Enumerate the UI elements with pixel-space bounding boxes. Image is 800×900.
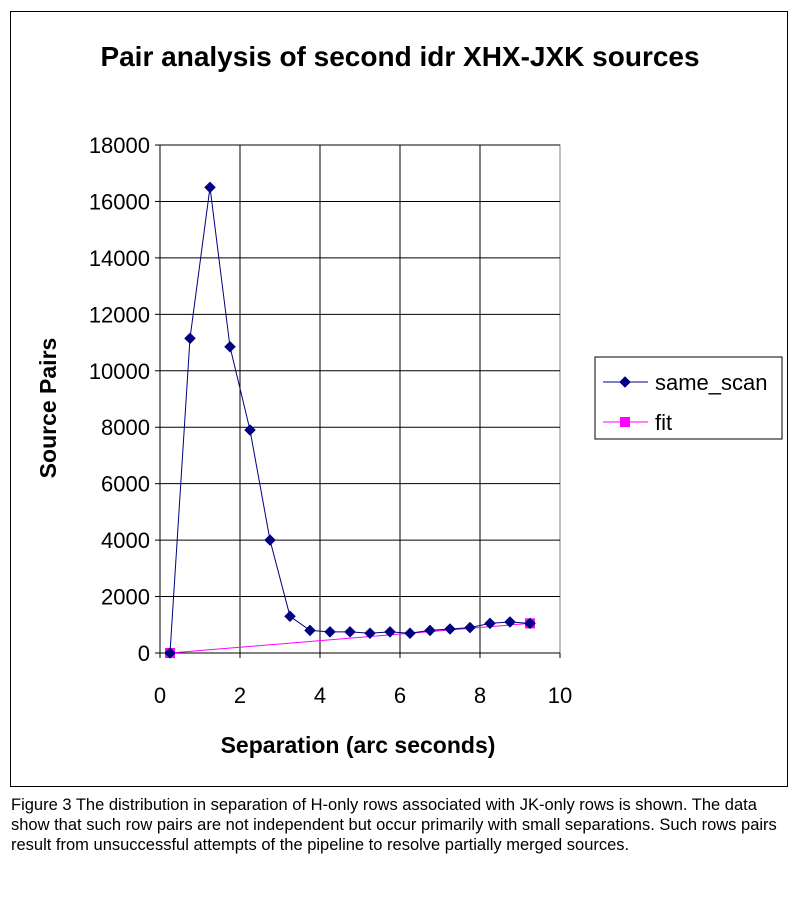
y-tick-label: 2000 (101, 585, 150, 610)
legend-label: fit (655, 410, 672, 435)
y-axis-label: Source Pairs (35, 338, 61, 479)
legend-item-same_scan: same_scan (603, 370, 768, 395)
figure-caption: Figure 3 The distribution in separation … (11, 796, 777, 854)
data-point-same_scan (344, 625, 356, 638)
x-tick-label: 6 (394, 683, 406, 708)
data-point-same_scan (324, 625, 336, 638)
y-tick-label: 8000 (101, 415, 150, 440)
y-tick-label: 14000 (89, 246, 150, 271)
y-tick-label: 4000 (101, 528, 150, 553)
data-point-same_scan (164, 647, 176, 659)
data-point-same_scan (224, 340, 236, 353)
x-tick-label: 10 (548, 683, 572, 708)
data-point-same_scan (504, 616, 516, 628)
x-tick-label: 4 (314, 683, 326, 708)
chart-title: Pair analysis of second idr XHX-JXK sour… (100, 41, 699, 72)
data-point-same_scan (304, 624, 316, 637)
y-tick-label: 0 (138, 641, 150, 666)
plot-area (159, 144, 561, 654)
chart: Pair analysis of second idr XHX-JXK sour… (35, 41, 783, 758)
y-tick-label: 12000 (89, 302, 150, 327)
data-point-same_scan (244, 424, 256, 436)
data-point-same_scan (184, 332, 196, 345)
data-point-same_scan (404, 627, 416, 640)
data-point-same_scan (264, 534, 276, 546)
y-tick-label: 16000 (89, 189, 150, 214)
chart-frame: Pair analysis of second idr XHX-JXK sour… (10, 11, 788, 787)
x-tick-label: 2 (234, 683, 246, 708)
x-tick-label: 8 (474, 683, 486, 708)
data-point-same_scan (384, 625, 396, 638)
data-point-same_scan (464, 621, 476, 634)
legend-item-fit: fit (603, 410, 672, 435)
data-point-same_scan (484, 617, 496, 630)
legend-marker (620, 417, 630, 427)
data-point-same_scan (444, 623, 456, 635)
y-tick-label: 10000 (89, 359, 150, 384)
y-tick-label: 18000 (89, 133, 150, 158)
series-same_scan (164, 181, 536, 659)
data-point-same_scan (424, 624, 436, 637)
data-point-same_scan (284, 610, 296, 623)
legend-label: same_scan (655, 370, 768, 395)
x-axis-label: Separation (arc seconds) (221, 732, 496, 758)
data-point-same_scan (524, 617, 536, 630)
legend-marker (619, 376, 631, 388)
data-point-same_scan (204, 181, 216, 194)
data-point-same_scan (364, 627, 376, 640)
y-tick-label: 6000 (101, 472, 150, 497)
x-tick-label: 0 (154, 683, 166, 708)
